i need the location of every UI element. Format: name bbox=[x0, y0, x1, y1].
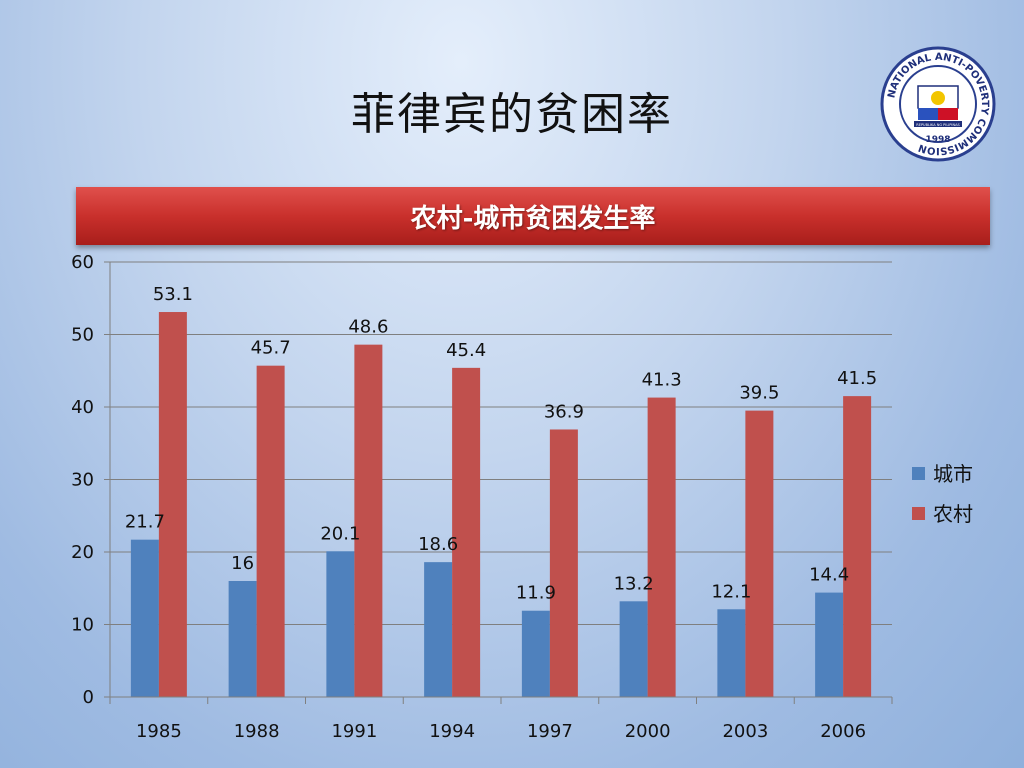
x-tick-label: 2006 bbox=[820, 721, 866, 742]
x-tick-label: 1988 bbox=[234, 721, 280, 742]
y-tick-label: 30 bbox=[71, 470, 94, 491]
data-label: 36.9 bbox=[544, 401, 584, 422]
data-label: 53.1 bbox=[153, 284, 193, 305]
chart-title-banner: 农村-城市贫困发生率 bbox=[76, 187, 990, 245]
data-label: 18.6 bbox=[418, 534, 458, 555]
bar-urban bbox=[326, 551, 355, 697]
legend-swatch bbox=[912, 507, 925, 520]
y-tick-label: 50 bbox=[71, 325, 94, 346]
bar-rural bbox=[745, 410, 774, 697]
bar-urban bbox=[815, 592, 844, 697]
bar-urban bbox=[424, 562, 453, 697]
data-label: 45.4 bbox=[446, 340, 486, 361]
y-tick-label: 0 bbox=[83, 687, 94, 708]
bar-rural bbox=[647, 397, 676, 697]
data-label: 11.9 bbox=[516, 583, 556, 604]
data-label: 45.7 bbox=[251, 338, 291, 359]
legend-label: 农村 bbox=[933, 502, 973, 526]
bar-urban bbox=[619, 601, 648, 697]
bar-rural bbox=[843, 396, 872, 697]
data-label: 14.4 bbox=[809, 565, 849, 586]
x-tick-label: 1994 bbox=[429, 721, 475, 742]
bar-urban bbox=[228, 581, 257, 697]
data-label: 21.7 bbox=[125, 512, 165, 533]
legend-swatch bbox=[912, 467, 925, 480]
bar-rural bbox=[549, 429, 578, 697]
bar-rural bbox=[452, 367, 481, 697]
gridlines bbox=[110, 261, 892, 698]
data-label: 41.5 bbox=[837, 368, 877, 389]
data-label: 39.5 bbox=[739, 383, 779, 404]
y-tick-label: 40 bbox=[71, 397, 94, 418]
commission-logo: NATIONAL ANTI-POVERTY COMMISSION 1998 RE… bbox=[880, 46, 996, 162]
y-tick-label: 20 bbox=[71, 542, 94, 563]
x-tick-label: 2003 bbox=[722, 721, 768, 742]
x-tick-label: 1991 bbox=[331, 721, 377, 742]
sun-icon bbox=[931, 91, 945, 105]
data-label: 16 bbox=[231, 553, 254, 574]
data-label: 12.1 bbox=[711, 581, 751, 602]
logo-ribbon: REPUBLIKA NG PILIPINAS bbox=[916, 123, 960, 127]
x-tick-label: 1997 bbox=[527, 721, 573, 742]
bars bbox=[130, 312, 872, 697]
bar-urban bbox=[717, 609, 746, 697]
slide-title: 菲律宾的贫困率 bbox=[351, 89, 673, 140]
y-axis: 0 10 20 30 40 50 60 bbox=[71, 252, 111, 708]
chart-title: 农村-城市贫困发生率 bbox=[410, 203, 656, 234]
bar-rural bbox=[256, 365, 285, 697]
x-tick-label: 2000 bbox=[625, 721, 671, 742]
bar-rural bbox=[354, 344, 383, 697]
bar-urban bbox=[130, 539, 159, 697]
data-label: 41.3 bbox=[642, 370, 682, 391]
y-tick-label: 10 bbox=[71, 615, 94, 636]
logo-year: 1998 bbox=[925, 135, 950, 145]
bar-rural bbox=[158, 312, 187, 697]
data-label: 48.6 bbox=[348, 317, 388, 338]
data-labels: 21.7 53.1 16 45.7 20.1 48.6 18.6 45.4 11.9 36.9 13… bbox=[125, 284, 877, 604]
legend-label: 城市 bbox=[933, 462, 973, 486]
bar-urban bbox=[521, 610, 550, 697]
x-axis: 1985 1988 1991 1994 1997 2000 2003 2006 bbox=[109, 696, 893, 742]
y-tick-label: 60 bbox=[71, 252, 94, 273]
x-tick-label: 1985 bbox=[136, 721, 182, 742]
data-label: 13.2 bbox=[614, 573, 654, 594]
data-label: 20.1 bbox=[320, 523, 360, 544]
